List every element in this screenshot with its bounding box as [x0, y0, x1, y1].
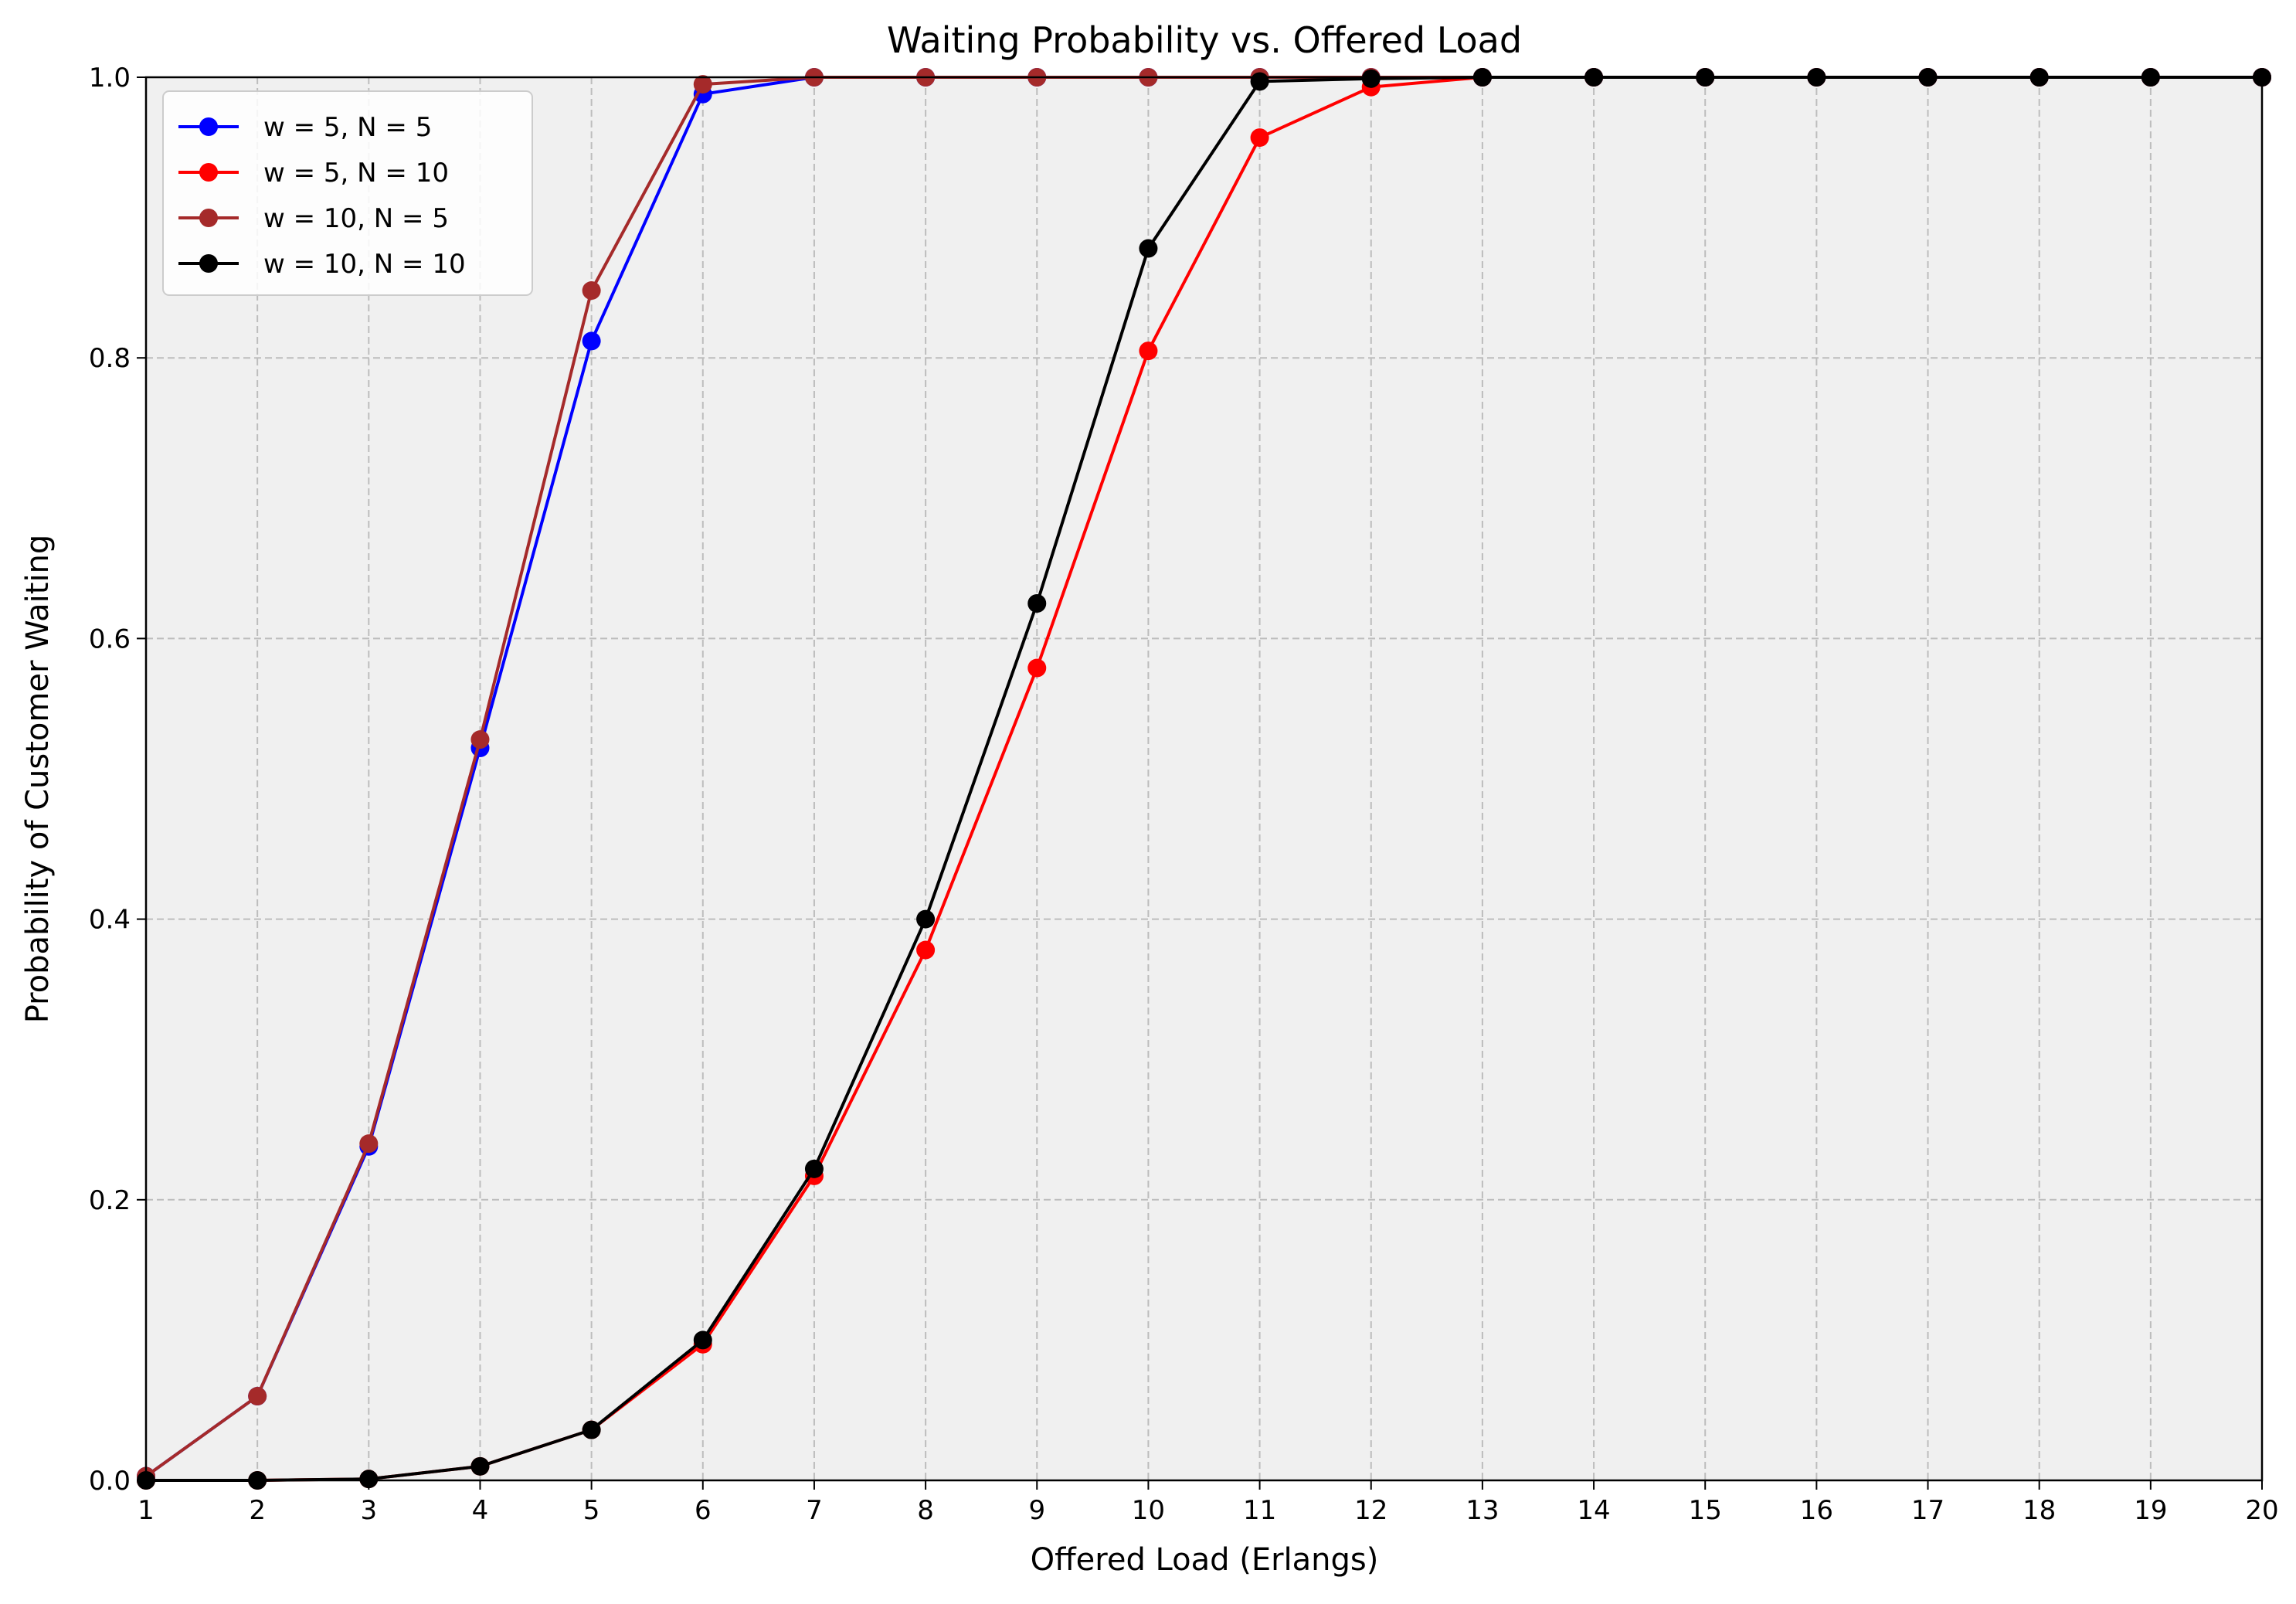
series-0-point-4 [582, 331, 601, 351]
legend-marker-3 [199, 254, 218, 273]
x-tick-label-19: 20 [2245, 1495, 2278, 1526]
series-2-point-2 [359, 1134, 379, 1154]
plot-area [146, 77, 2262, 1480]
series-2-point-4 [582, 281, 601, 301]
legend-marker-2 [199, 209, 218, 227]
x-tick-label-4: 5 [583, 1495, 600, 1526]
x-tick-label-0: 1 [138, 1495, 155, 1526]
series-1-point-7 [916, 940, 936, 960]
series-3-point-8 [1027, 594, 1047, 613]
legend-box [162, 90, 533, 296]
series-3-point-7 [916, 909, 936, 929]
series-2-point-5 [693, 75, 712, 94]
x-tick-label-11: 12 [1354, 1495, 1387, 1526]
x-tick-label-3: 4 [472, 1495, 489, 1526]
y-tick-label-5: 1.0 [89, 63, 131, 93]
chart-title: Waiting Probability vs. Offered Load [887, 19, 1522, 61]
x-tick-label-16: 17 [1911, 1495, 1944, 1526]
x-tick-label-14: 15 [1689, 1495, 1722, 1526]
series-2-point-3 [470, 730, 490, 749]
legend-marker-1 [199, 163, 218, 182]
legend-label-0: w = 5, N = 5 [263, 112, 432, 143]
series-3-point-4 [582, 1420, 601, 1439]
y-tick-label-4: 0.8 [89, 343, 131, 374]
series-1-point-8 [1027, 658, 1047, 678]
series-3-point-2 [359, 1470, 379, 1489]
y-tick-label-2: 0.4 [89, 905, 131, 936]
legend-label-3: w = 10, N = 10 [263, 249, 466, 280]
legend-marker-0 [199, 117, 218, 136]
series-3-point-11 [1361, 69, 1381, 88]
y-tick-label-3: 0.6 [89, 624, 131, 654]
x-tick-label-9: 10 [1132, 1495, 1165, 1526]
y-tick-label-0: 0.0 [89, 1466, 131, 1497]
legend-label-1: w = 5, N = 10 [263, 158, 449, 189]
x-tick-label-15: 16 [1800, 1495, 1833, 1526]
x-tick-label-6: 7 [806, 1495, 823, 1526]
x-tick-label-2: 3 [360, 1495, 377, 1526]
x-tick-label-12: 13 [1466, 1495, 1499, 1526]
series-3-point-5 [693, 1330, 712, 1350]
x-axis-label: Offered Load (Erlangs) [1031, 1542, 1379, 1578]
x-tick-label-7: 8 [917, 1495, 934, 1526]
series-3-point-10 [1250, 72, 1269, 91]
legend-label-2: w = 10, N = 5 [263, 203, 449, 234]
series-3-point-9 [1139, 239, 1158, 258]
series-2-point-1 [248, 1387, 267, 1406]
x-tick-label-8: 9 [1028, 1495, 1045, 1526]
series-3-point-3 [470, 1456, 490, 1476]
plot-frame [144, 76, 2264, 1482]
x-tick-label-13: 14 [1577, 1495, 1610, 1526]
x-tick-label-10: 11 [1243, 1495, 1276, 1526]
series-3-point-6 [804, 1159, 824, 1178]
x-tick-label-5: 6 [695, 1495, 712, 1526]
y-tick-label-1: 0.2 [89, 1185, 131, 1216]
x-tick-label-17: 18 [2023, 1495, 2056, 1526]
x-tick-label-1: 2 [249, 1495, 266, 1526]
x-tick-label-18: 19 [2134, 1495, 2167, 1526]
y-axis-label: Probability of Customer Waiting [20, 535, 56, 1024]
series-1-point-10 [1250, 128, 1269, 148]
series-1-point-9 [1139, 342, 1158, 361]
